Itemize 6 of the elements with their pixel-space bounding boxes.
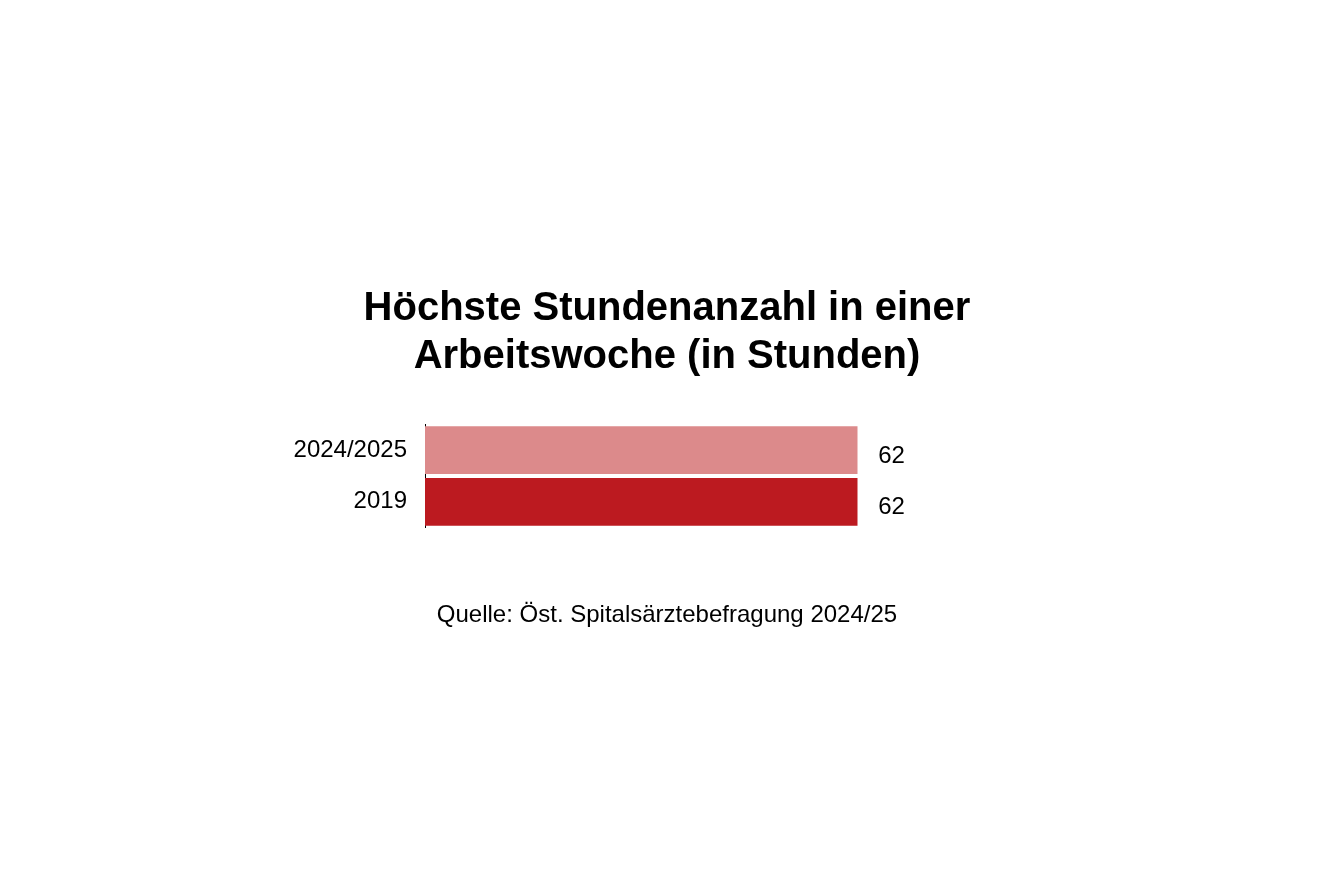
y-tick-label: 2024/2025 bbox=[293, 434, 407, 462]
source-note: Quelle: Öst. Spitalsärztebefragung 2024/25 bbox=[435, 600, 899, 628]
data-label: 62 bbox=[878, 440, 905, 468]
data-label: 62 bbox=[878, 492, 905, 520]
chart-title: Höchste Stundenanzahl in einer Arbeitswoche (in Stunden) bbox=[362, 283, 972, 378]
y-tick-label: 2019 bbox=[353, 486, 407, 514]
